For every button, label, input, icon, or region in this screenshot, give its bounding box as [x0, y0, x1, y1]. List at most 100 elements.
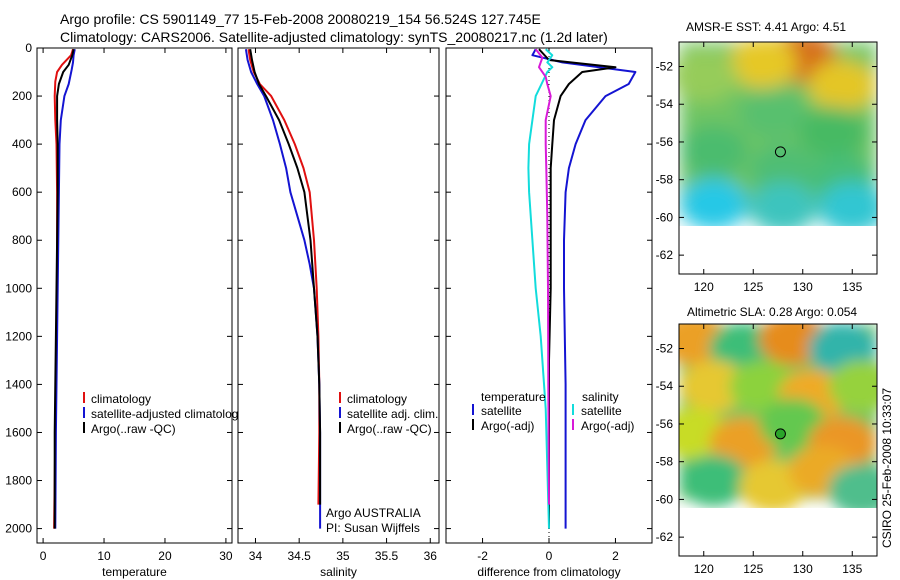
map-field-blur	[679, 42, 877, 226]
lat-tick-label: -54	[656, 97, 674, 111]
field-patch	[818, 181, 877, 226]
y-tick-label: 0	[25, 41, 32, 55]
y-tick-label: 1000	[5, 281, 32, 295]
field-patch	[729, 42, 798, 89]
map-frame	[678, 323, 878, 557]
x-axis-label: salinity	[320, 565, 357, 579]
series-temperature-argo-adj-	[538, 48, 617, 529]
x-tick-label: 10	[97, 549, 111, 563]
lon-tick-label: 125	[743, 280, 763, 294]
legend-entry: climatology	[347, 392, 407, 406]
lat-tick-label: -58	[656, 173, 674, 187]
lat-tick-label: -56	[656, 417, 674, 431]
figure-title-line2: Climatology: CARS2006. Satellite-adjuste…	[60, 29, 608, 45]
lon-tick-label: 130	[793, 280, 813, 294]
map-frame	[678, 41, 878, 275]
lat-tick-label: -56	[656, 135, 674, 149]
figure-title-line1: Argo profile: CS 5901149_77 15-Feb-2008 …	[60, 11, 541, 27]
x-tick-label: 0	[40, 549, 47, 563]
x-tick-label: 20	[158, 549, 172, 563]
profile-panel-temp: 0 200 400 600 800 1000 1200 1400 1600 1800 2000 0 10…	[5, 41, 244, 579]
y-tick-label: 400	[12, 137, 32, 151]
sla-map-title: Altimetric SLA: 0.28 Argo: 0.054	[687, 305, 858, 319]
y-tick-label: 2000	[5, 522, 32, 536]
legend-entry: Argo(-adj)	[581, 419, 634, 433]
y-tick-label: 800	[12, 233, 32, 247]
legend-entry: satellite-adjusted climatology	[91, 407, 244, 421]
x-tick-label: 34	[249, 549, 263, 563]
profile-panel-sal: 34 34.5 35 35.5 36 salinity climatologysatelli…	[237, 47, 440, 579]
y-tick-label: 1600	[5, 425, 32, 439]
x-tick-label: -2	[477, 549, 488, 563]
field-patch	[748, 144, 817, 197]
lat-tick-label: -52	[656, 342, 674, 356]
series-salinity-satellite	[527, 48, 554, 529]
map-panel-sla: -52 -54 -56 -58 -60 -62 120 125 130 135	[656, 323, 878, 576]
legend-entry: Argo(..raw -QC)	[347, 422, 432, 436]
plot-frame	[36, 47, 233, 544]
lat-tick-label: -60	[656, 210, 674, 224]
x-axis-label: difference from climatology	[477, 565, 620, 579]
field-patch	[748, 181, 817, 226]
field-patch	[828, 463, 877, 508]
profile-panel-diff: -2 0 2 difference from climatology temperatu…	[445, 47, 653, 579]
map-field	[679, 42, 877, 226]
y-tick-label: 1400	[5, 377, 32, 391]
x-tick-label: 34.5	[287, 549, 311, 563]
series-argo-raw-qc-	[249, 49, 322, 505]
legend-heading-temperature: temperature	[481, 390, 546, 404]
series-temperature-satellite	[531, 48, 637, 529]
argo-position-marker	[774, 146, 786, 158]
legend-entry: climatology	[91, 392, 151, 406]
legend-entry: Argo(..raw -QC)	[91, 422, 176, 436]
map-panel-sst: -52 -54 -56 -58 -60 -62 120 125 130 135	[656, 41, 878, 294]
field-patch	[798, 106, 867, 159]
field-patch	[739, 87, 808, 140]
credit-text: CSIRO 25-Feb-2008 10:33:07	[880, 387, 894, 548]
field-patch	[679, 454, 748, 507]
y-tick-label: 1200	[5, 329, 32, 343]
y-tick-label: 200	[12, 89, 32, 103]
x-tick-label: 35.5	[375, 549, 399, 563]
lat-tick-label: -62	[656, 248, 674, 262]
lon-tick-label: 120	[694, 562, 714, 576]
field-patch	[679, 178, 748, 226]
lat-tick-label: -58	[656, 455, 674, 469]
x-tick-label: 30	[219, 549, 233, 563]
argo-position-marker	[774, 428, 786, 440]
lon-tick-label: 120	[694, 280, 714, 294]
x-tick-label: 36	[424, 549, 438, 563]
annotation-pi-name: PI: Susan Wijffels	[326, 521, 420, 535]
y-tick-label: 600	[12, 185, 32, 199]
plot-frame	[237, 47, 440, 544]
series-argo-raw-qc-	[53, 48, 75, 529]
lat-tick-label: -54	[656, 379, 674, 393]
annotation-float-owner: Argo AUSTRALIA	[326, 506, 421, 520]
map-field-blur	[679, 324, 877, 508]
sst-map-title: AMSR-E SST: 4.41 Argo: 4.51	[686, 20, 847, 34]
lon-tick-label: 135	[842, 280, 862, 294]
lat-tick-label: -62	[656, 530, 674, 544]
series-salinity-argo-adj-	[534, 48, 552, 505]
lon-tick-label: 135	[842, 562, 862, 576]
lon-tick-label: 130	[793, 562, 813, 576]
field-patch	[679, 360, 748, 413]
lat-tick-label: -52	[656, 60, 674, 74]
field-patch	[679, 125, 748, 178]
legend-heading-salinity: salinity	[582, 390, 619, 404]
field-patch	[679, 49, 738, 102]
x-tick-label: 2	[612, 549, 619, 563]
legend-entry: Argo(-adj)	[481, 419, 534, 433]
field-patch	[828, 360, 877, 413]
x-axis-label: temperature	[102, 565, 167, 579]
legend-entry: satellite	[581, 404, 622, 418]
lon-tick-label: 125	[743, 562, 763, 576]
map-field	[679, 324, 877, 508]
y-tick-label: 1800	[5, 474, 32, 488]
x-tick-label: 35	[336, 549, 350, 563]
legend-entry: satellite adj. clim.	[347, 407, 438, 421]
legend-entry: satellite	[481, 404, 522, 418]
lat-tick-label: -60	[656, 492, 674, 506]
x-tick-label: 0	[546, 549, 553, 563]
